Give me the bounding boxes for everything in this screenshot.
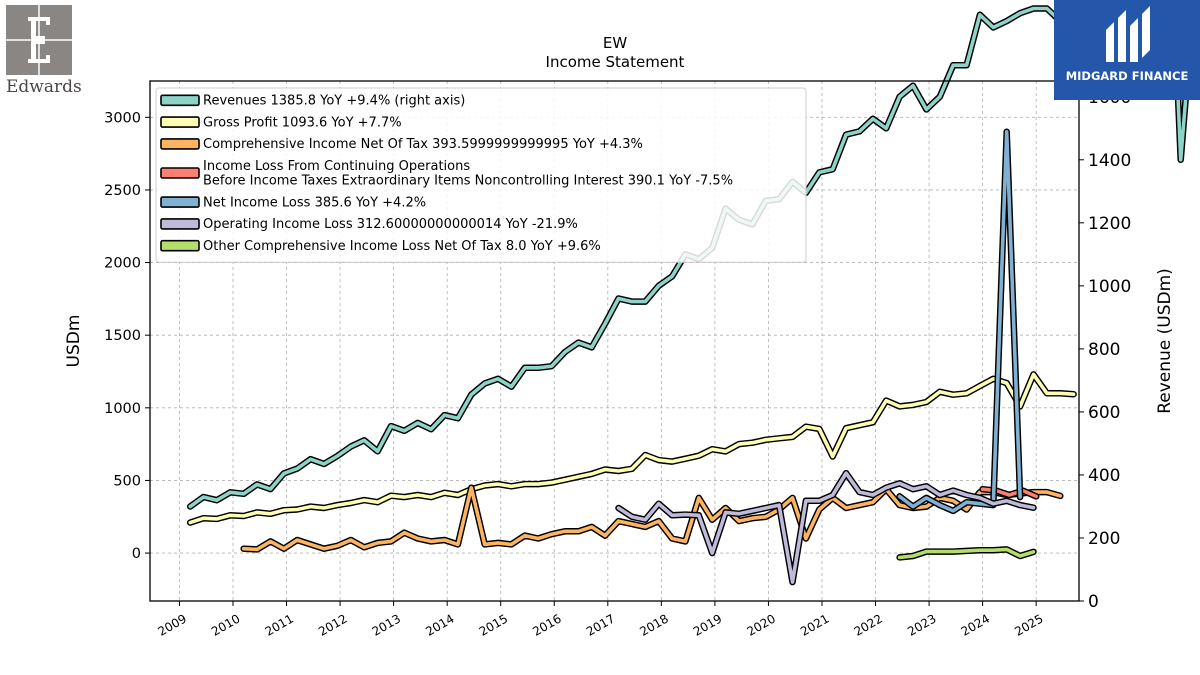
series-line bbox=[616, 471, 1036, 584]
legend-swatch bbox=[160, 116, 200, 128]
y-tick-label: 1500 bbox=[104, 328, 141, 344]
x-tick-label: 2016 bbox=[530, 611, 563, 638]
y2-tick-label: 600 bbox=[1088, 403, 1120, 423]
series-2 bbox=[240, 484, 1064, 553]
y-axis-label: USDm bbox=[64, 315, 84, 368]
legend-swatch bbox=[160, 94, 200, 107]
x-tick-label: 2024 bbox=[959, 611, 992, 638]
series-line bbox=[188, 372, 1076, 525]
y-tick-label: 0 bbox=[132, 546, 141, 562]
legend-entry-text: Operating Income Loss 312.60000000000014… bbox=[203, 217, 578, 232]
legend-entry-text: Revenues 1385.8 YoY +9.4% (right axis) bbox=[203, 94, 465, 109]
series-line bbox=[241, 485, 1063, 552]
legend-entry-text: Before Income Taxes Extraordinary Items … bbox=[203, 174, 733, 189]
x-tick-label: 2013 bbox=[370, 611, 403, 638]
plot-frame bbox=[149, 80, 1080, 602]
series-4 bbox=[896, 128, 1024, 515]
legend-entry-text: Gross Profit 1093.6 YoY +7.7% bbox=[203, 115, 402, 130]
series-line-outline bbox=[615, 469, 1037, 586]
edwards-wordmark: Edwards bbox=[6, 77, 82, 97]
x-tick-label: 2009 bbox=[155, 611, 188, 638]
x-tick-label: 2014 bbox=[423, 611, 456, 638]
legend-swatch bbox=[160, 239, 200, 252]
series-5 bbox=[615, 469, 1037, 586]
y2-tick-label: 0 bbox=[1088, 592, 1099, 612]
legend-entry-text: Other Comprehensive Income Loss Net Of T… bbox=[203, 239, 601, 254]
y-tick-label: 500 bbox=[113, 473, 141, 489]
chart-subtitle: Income Statement bbox=[546, 53, 685, 71]
legend-entry-text: Net Income Loss 385.6 YoY +4.2% bbox=[203, 195, 426, 210]
x-tick-label: 2019 bbox=[691, 611, 724, 638]
x-tick-label: 2012 bbox=[316, 611, 349, 638]
x-tick-label: 2022 bbox=[852, 611, 885, 638]
series-lines bbox=[186, 0, 1198, 586]
y2-tick-label: 800 bbox=[1088, 340, 1120, 360]
series-1 bbox=[186, 371, 1077, 526]
edwards-e-emblem-icon bbox=[6, 5, 72, 75]
series-line bbox=[897, 547, 1036, 560]
series-line-outline bbox=[896, 128, 1024, 515]
y-tick-label: 2500 bbox=[104, 183, 141, 199]
x-tick-label: 2025 bbox=[1012, 611, 1045, 638]
y2-tick-label: 400 bbox=[1088, 466, 1120, 486]
y2-tick-label: 1200 bbox=[1088, 214, 1131, 234]
midgard-finance-wordmark: MIDGARD FINANCE bbox=[1065, 69, 1189, 83]
legend-swatch bbox=[160, 167, 200, 179]
y-tick-label: 3000 bbox=[104, 110, 141, 126]
legend-entry-text: Comprehensive Income Net Of Tax 393.5999… bbox=[203, 137, 643, 152]
legend-box bbox=[155, 87, 807, 263]
y-tick-label: 1000 bbox=[104, 401, 141, 417]
x-tick-label: 2015 bbox=[477, 611, 510, 638]
y-tick-label: 2000 bbox=[104, 256, 141, 272]
legend-entry-text: Income Loss From Continuing Operations bbox=[203, 159, 470, 174]
x-tick-label: 2023 bbox=[905, 611, 938, 638]
y2-tick-label: 1000 bbox=[1088, 277, 1131, 297]
legend-swatch bbox=[160, 218, 200, 230]
legend-swatch bbox=[160, 196, 200, 208]
legend-swatch bbox=[160, 138, 200, 150]
x-tick-label: 2010 bbox=[209, 611, 242, 638]
midgard-finance-logo: MIDGARD FINANCE bbox=[1054, 0, 1200, 100]
midgard-emblem-icon bbox=[1106, 6, 1150, 62]
x-tick-label: 2011 bbox=[263, 611, 296, 638]
edwards-logo-mark bbox=[6, 5, 72, 75]
y2-axis-label: Revenue (USDm) bbox=[1155, 268, 1175, 414]
legend: Revenues 1385.8 YoY +9.4% (right axis) Gr… bbox=[155, 87, 807, 263]
series-line bbox=[897, 130, 1022, 513]
series-6 bbox=[896, 546, 1037, 561]
x-tick-label: 2020 bbox=[744, 611, 777, 638]
chart-title: EW bbox=[603, 34, 627, 52]
x-tick-label: 2021 bbox=[798, 611, 831, 638]
y2-tick-label: 200 bbox=[1088, 529, 1120, 549]
edwards-logo: Edwards bbox=[6, 5, 82, 101]
y2-tick-label: 1400 bbox=[1088, 151, 1131, 171]
x-tick-label: 2017 bbox=[584, 611, 617, 638]
x-tick-label: 2018 bbox=[637, 611, 670, 638]
